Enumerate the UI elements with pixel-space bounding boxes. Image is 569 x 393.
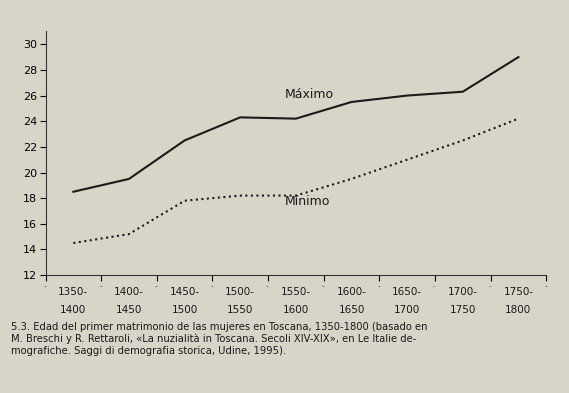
Text: 1350-: 1350- <box>58 286 88 297</box>
Text: 1750: 1750 <box>450 305 476 316</box>
Text: 1550: 1550 <box>227 305 253 316</box>
Text: 1600-: 1600- <box>336 286 366 297</box>
Text: 1400-: 1400- <box>114 286 144 297</box>
Text: 1750-: 1750- <box>504 286 534 297</box>
Text: 1700: 1700 <box>394 305 420 316</box>
Text: 1500: 1500 <box>171 305 198 316</box>
Text: 1800: 1800 <box>505 305 531 316</box>
Text: 1400: 1400 <box>60 305 86 316</box>
Text: 1600: 1600 <box>283 305 309 316</box>
Text: 1450: 1450 <box>116 305 142 316</box>
Text: 1500-: 1500- <box>225 286 255 297</box>
Text: 1450-: 1450- <box>170 286 200 297</box>
Text: 1700-: 1700- <box>448 286 478 297</box>
Text: 1650-: 1650- <box>392 286 422 297</box>
Text: 1650: 1650 <box>339 305 365 316</box>
Text: 1550-: 1550- <box>281 286 311 297</box>
Text: 5.3. Edad del primer matrimonio de las mujeres en Toscana, 1350-1800 (basado en
: 5.3. Edad del primer matrimonio de las m… <box>11 322 428 356</box>
Text: Máximo: Máximo <box>284 88 334 101</box>
Text: Mínimo: Mínimo <box>284 195 330 208</box>
